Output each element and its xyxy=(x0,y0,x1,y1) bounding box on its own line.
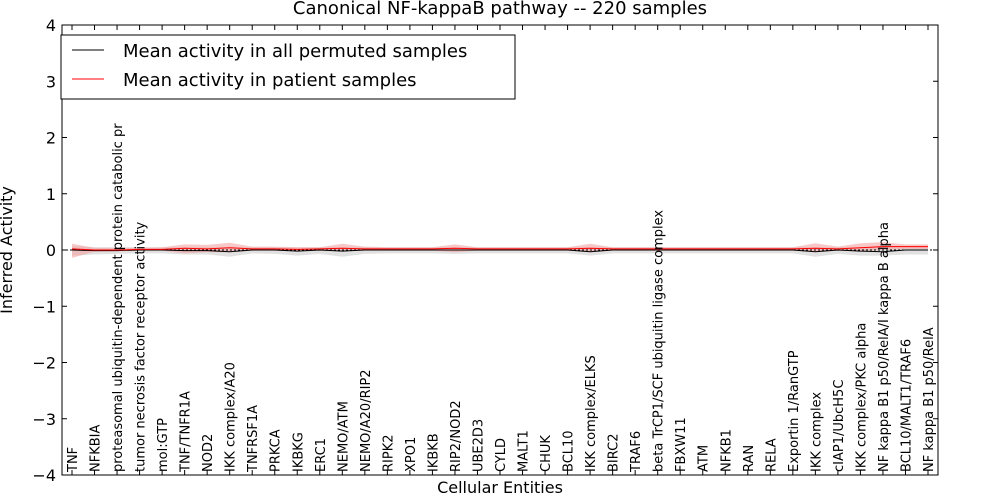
x-tick-label: IKBKG xyxy=(291,432,306,472)
y-tick-label: 3 xyxy=(46,72,56,91)
x-tick-label: NF kappa B1 p50/RelA xyxy=(922,327,937,472)
x-tick-label: ERC1 xyxy=(314,438,329,472)
x-tick-label: TNF/TNFR1A xyxy=(179,391,194,473)
x-tick-label: NFKB1 xyxy=(719,429,734,472)
x-axis-label: Cellular Entities xyxy=(437,478,563,497)
x-tick-label: mol:GTP xyxy=(156,418,171,472)
x-tick-label: TNFRSF1A xyxy=(246,405,261,473)
x-tick-label: proteasomal ubiquitin-dependent protein … xyxy=(111,123,126,472)
x-tick-label: ATM xyxy=(697,445,712,472)
x-tick-label: PRKCA xyxy=(269,429,284,472)
x-tick-label: RELA xyxy=(764,438,779,472)
x-tick-label: IKK complex/ELKS xyxy=(584,355,599,472)
y-tick-label: 1 xyxy=(46,185,56,204)
y-tick-label: −3 xyxy=(32,410,56,429)
x-tick-label: IKK complex/A20 xyxy=(224,362,239,472)
x-axis: TNF NFKBIA proteasomal ubiquitin-dependent… xyxy=(66,25,937,475)
x-tick-label: XPO1 xyxy=(404,437,419,472)
y-tick-label: −4 xyxy=(32,466,56,485)
x-tick-label: TNF xyxy=(66,447,81,473)
series-lines xyxy=(71,246,928,253)
x-tick-label: cIAP1/UbcH5C xyxy=(832,380,847,472)
x-tick-label: FBXW11 xyxy=(674,417,689,472)
line-series-1 xyxy=(71,246,928,251)
x-tick-label: NFKBIA xyxy=(89,425,104,472)
x-tick-label: NF kappa B1 p50/RelA/I kappa B alpha xyxy=(877,222,892,472)
x-tick-label: RAN xyxy=(742,445,757,472)
x-tick-label: TRAF6 xyxy=(629,431,644,473)
x-tick-label: IKK complex/PKC alpha xyxy=(854,323,869,472)
y-tick-label: 0 xyxy=(46,241,56,260)
legend-label-permuted: Mean activity in all permuted samples xyxy=(123,41,467,62)
legend-box xyxy=(60,34,516,100)
y-tick-label: 2 xyxy=(46,129,56,148)
x-tick-label: IKBKB xyxy=(426,433,441,472)
y-axis-label: Inferred Activity xyxy=(0,186,16,314)
chart-title: Canonical NF-kappaB pathway -- 220 sampl… xyxy=(293,0,707,19)
x-tick-label: BCL10 xyxy=(562,430,577,472)
x-tick-label: MALT1 xyxy=(517,430,532,472)
x-tick-label: BIRC2 xyxy=(607,434,622,473)
x-tick-label: NEMO/A20/RIP2 xyxy=(359,369,374,472)
x-tick-label: UBE2D3 xyxy=(472,419,487,472)
x-tick-label: IKK complex xyxy=(809,392,824,472)
x-tick-label: beta TrCP1/SCF ubiquitin ligase complex xyxy=(652,210,667,472)
x-tick-label: NEMO/ATM xyxy=(336,401,351,472)
legend-label-patient: Mean activity in patient samples xyxy=(123,70,417,91)
x-tick-label: RIPK2 xyxy=(381,434,396,472)
x-tick-label: RIP2/NOD2 xyxy=(449,400,464,472)
y-tick-label: 4 xyxy=(46,16,56,35)
y-axis: −4 −3 −2 −1 0 1 2 3 4 xyxy=(32,16,938,485)
line-series-0 xyxy=(71,249,928,253)
x-tick-label: CHUK xyxy=(539,435,554,472)
y-tick-label: −2 xyxy=(32,354,56,373)
x-tick-label: Exportin 1/RanGTP xyxy=(787,350,802,472)
x-tick-label: BCL10/MALT1/TRAF6 xyxy=(900,339,915,472)
legend: Mean activity in all permuted samples Me… xyxy=(60,34,516,100)
y-tick-label: −1 xyxy=(32,297,56,316)
x-tick-label: NOD2 xyxy=(201,434,216,472)
x-tick-label: tumor necrosis factor receptor activity xyxy=(134,221,149,472)
x-tick-label: CYLD xyxy=(494,438,509,472)
